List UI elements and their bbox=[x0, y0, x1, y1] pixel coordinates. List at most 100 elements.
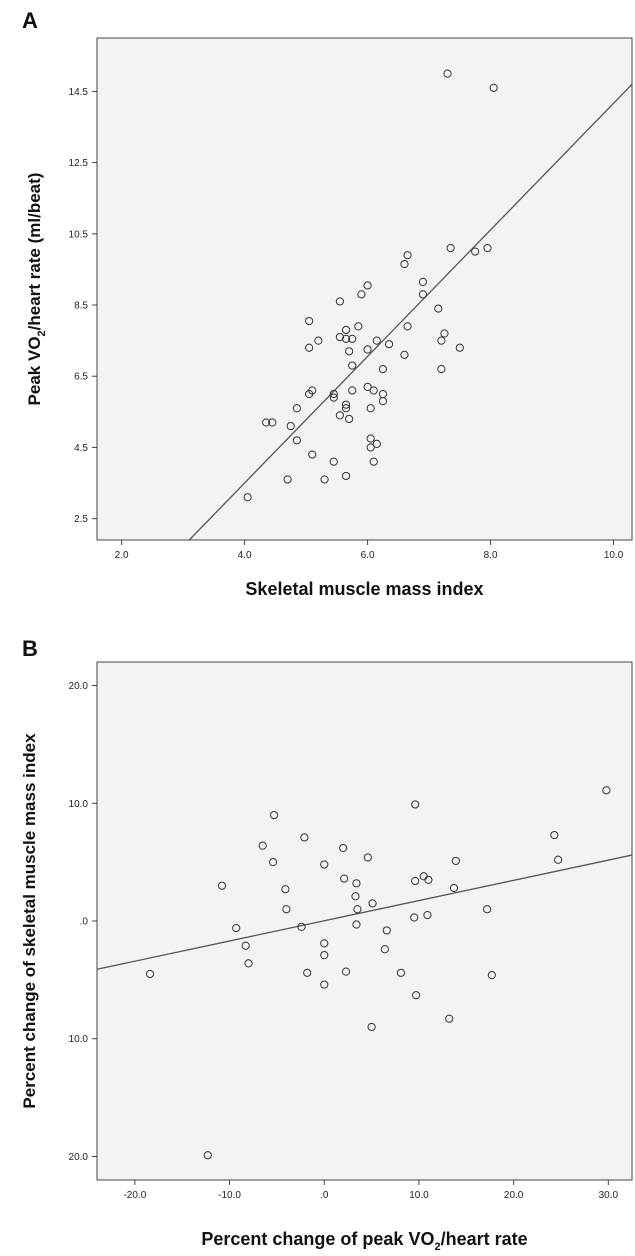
data-point bbox=[357, 290, 366, 299]
scatter-chart-a: 2.0 4.0 6.0 8.0 10.0 2.5 4.5 6.5 8.5 10.5 12.5 14.5… bbox=[25, 37, 633, 599]
data-point bbox=[351, 892, 360, 901]
data-point bbox=[471, 247, 480, 256]
data-point bbox=[445, 1014, 454, 1023]
data-point bbox=[369, 386, 378, 395]
data-point bbox=[341, 471, 351, 481]
data-point bbox=[329, 389, 338, 399]
data-point bbox=[348, 361, 357, 370]
data-point bbox=[320, 860, 329, 869]
data-point bbox=[203, 1151, 212, 1160]
data-point bbox=[258, 841, 267, 850]
data-point bbox=[372, 439, 381, 448]
data-point bbox=[341, 334, 351, 343]
x-tick-label: 6.0 bbox=[361, 550, 375, 561]
y-tick-label: 10.0 bbox=[69, 799, 89, 810]
data-point bbox=[241, 941, 250, 950]
data-point bbox=[368, 899, 377, 908]
data-point bbox=[446, 243, 455, 253]
data-point bbox=[341, 400, 351, 409]
regression-line bbox=[97, 854, 632, 970]
data-point bbox=[403, 251, 412, 260]
data-point bbox=[378, 365, 388, 374]
y-tick-label: 2.5 bbox=[74, 514, 88, 525]
data-point bbox=[308, 450, 317, 459]
x-tick-label: 10.0 bbox=[409, 1190, 429, 1201]
data-point bbox=[354, 322, 363, 331]
data-point bbox=[145, 969, 155, 979]
data-point bbox=[380, 945, 389, 954]
data-point bbox=[320, 951, 329, 960]
data-point bbox=[262, 418, 271, 427]
data-point bbox=[217, 881, 227, 890]
data-point bbox=[396, 968, 406, 977]
data-point bbox=[440, 329, 449, 338]
data-point bbox=[305, 389, 314, 399]
data-point bbox=[335, 297, 345, 306]
x-tick-label: -20.0 bbox=[123, 1190, 146, 1201]
y-tick-label: 6.5 bbox=[74, 372, 88, 383]
data-point bbox=[244, 959, 253, 968]
data-point bbox=[369, 457, 378, 466]
data-point bbox=[378, 397, 388, 406]
data-point bbox=[418, 290, 428, 299]
data-point bbox=[411, 800, 420, 809]
data-point bbox=[268, 418, 277, 427]
data-point bbox=[437, 365, 446, 374]
x-tick-label: 2.0 bbox=[115, 550, 129, 561]
x-tick-label: .0 bbox=[320, 1190, 329, 1201]
data-point bbox=[243, 493, 252, 502]
y-tick-label: 20.0 bbox=[69, 1152, 89, 1163]
y-axis-title: Percent change of skeletal muscle mass i… bbox=[20, 733, 39, 1109]
data-point bbox=[455, 343, 464, 352]
data-point bbox=[329, 393, 338, 402]
plot-area bbox=[96, 37, 633, 541]
data-point bbox=[335, 332, 345, 342]
data-point bbox=[483, 905, 492, 914]
data-point bbox=[341, 325, 351, 335]
panel-b: B -20.0 -10.0 .0 10.0 20.0 30.0 20.0 10.0 .0 10.0… bbox=[0, 628, 635, 1256]
data-point bbox=[372, 336, 381, 345]
y-tick-label: 10.5 bbox=[69, 229, 89, 240]
x-tick-label: -10.0 bbox=[218, 1190, 241, 1201]
y-tick-label: 4.5 bbox=[74, 443, 88, 454]
data-point bbox=[320, 980, 329, 989]
data-point bbox=[449, 883, 459, 893]
plot-area bbox=[96, 661, 633, 1181]
data-point bbox=[602, 786, 611, 795]
regression-line bbox=[188, 83, 632, 540]
data-point bbox=[300, 833, 309, 842]
y-tick-label: 20.0 bbox=[69, 681, 89, 692]
y-tick-label: 8.5 bbox=[74, 301, 88, 312]
y-tick-label: 14.5 bbox=[69, 87, 89, 98]
x-tick-label: 20.0 bbox=[504, 1190, 524, 1201]
data-point bbox=[411, 876, 420, 886]
data-point bbox=[367, 1022, 376, 1032]
data-point bbox=[403, 322, 412, 331]
data-point bbox=[437, 336, 446, 345]
data-point bbox=[341, 404, 351, 413]
panel-letter-b: B bbox=[22, 636, 38, 661]
data-point bbox=[489, 83, 498, 92]
data-point bbox=[410, 913, 419, 922]
data-point bbox=[283, 475, 292, 484]
data-point bbox=[366, 434, 375, 443]
data-point bbox=[451, 856, 460, 866]
data-point bbox=[320, 475, 329, 484]
y-tick-label: .0 bbox=[80, 917, 89, 928]
data-point bbox=[340, 874, 349, 883]
data-point bbox=[363, 853, 372, 862]
data-point bbox=[400, 259, 409, 269]
data-point bbox=[487, 971, 496, 980]
data-point bbox=[550, 830, 559, 840]
data-point bbox=[297, 922, 306, 931]
data-point bbox=[483, 243, 492, 253]
panel-letter-a: A bbox=[22, 8, 38, 33]
scatter-chart-b: -20.0 -10.0 .0 10.0 20.0 30.0 20.0 10.0 .0 10.0 20… bbox=[20, 661, 633, 1253]
data-point bbox=[352, 920, 361, 929]
data-point bbox=[305, 343, 314, 352]
x-tick-label: 4.0 bbox=[238, 550, 252, 561]
y-axis-title: Peak VO2/heart rate (ml/beat) bbox=[25, 173, 48, 406]
data-point bbox=[363, 382, 372, 392]
data-point bbox=[353, 905, 362, 914]
data-point bbox=[320, 939, 329, 948]
